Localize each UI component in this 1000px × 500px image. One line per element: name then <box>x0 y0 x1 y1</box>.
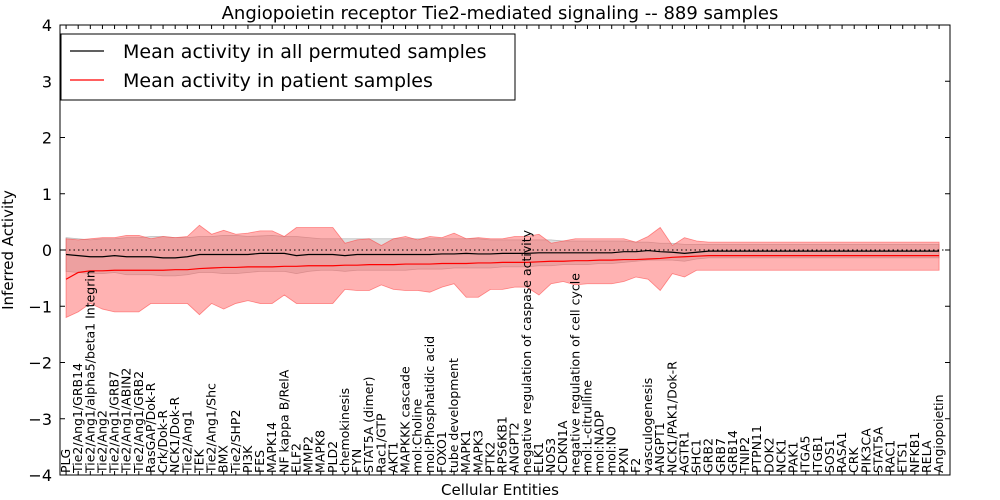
series-lines <box>65 249 940 280</box>
x-category-label: PLD2 <box>325 441 340 473</box>
y-tick-label: −1 <box>28 297 52 316</box>
y-tick-label: −3 <box>28 410 52 429</box>
x-category-label: MAPK8 <box>313 430 328 473</box>
x-category-label: NOS3 <box>543 438 558 473</box>
x-category-label: MAPK14 <box>264 422 279 473</box>
x-category-label: Crk/Dok-R <box>155 410 170 473</box>
legend-label-permuted: Mean activity in all permuted samples <box>123 41 486 63</box>
band-patient <box>65 224 940 319</box>
x-category-label: vasculogenesis <box>640 378 655 473</box>
x-category-label: ITGA5 <box>798 435 813 473</box>
x-category-label: DOK2 <box>761 437 776 473</box>
x-category-label: PXN <box>616 448 631 473</box>
x-category-label: PTK2 <box>482 442 497 473</box>
x-category-label: Angiopoietin <box>931 394 946 473</box>
y-tick-label: 1 <box>42 185 52 204</box>
x-category-label: PI3K <box>240 445 255 473</box>
x-category-label: Tie2/Ang1/GRB7 <box>107 371 122 474</box>
x-category-label: MAPK3 <box>470 430 485 473</box>
x-category-label: CDKN1A <box>555 420 570 473</box>
x-category-label: Tie2/Ang1/alpha5/beta1 Integrin <box>82 270 97 474</box>
x-category-label: F2 <box>628 458 643 473</box>
x-category-label: NCK1/Dok-R <box>167 397 182 473</box>
x-category-label: RPS6KB1 <box>495 416 510 473</box>
y-tick-label: 0 <box>42 241 52 260</box>
x-category-label: Tie2/Ang1/Shc <box>204 383 219 474</box>
category-labels: PLGTie2/Ang1/GRB14Tie2/Ang1/alpha5/beta1… <box>58 229 946 474</box>
y-tick-label: −4 <box>28 466 52 485</box>
x-category-label: MMP2 <box>301 436 316 473</box>
x-category-label: PAK1 <box>786 442 801 473</box>
x-category-label: NFKB1 <box>907 432 922 473</box>
x-category-label: ANGPT1 <box>652 422 667 473</box>
x-category-label: Tie2/Ang1/ABIN2 <box>119 368 134 474</box>
x-category-label: RELA <box>919 440 934 473</box>
x-category-label: GRB2 <box>701 438 716 473</box>
x-category-label: FYN <box>349 449 364 473</box>
x-category-label: MAPKKK cascade <box>398 366 413 473</box>
legend-label-patient: Mean activity in patient samples <box>123 70 433 92</box>
x-category-label: Tie2/Ang1/GRB2 <box>131 371 146 474</box>
x-category-label: chemokinesis <box>337 388 352 473</box>
x-category-label: PIK3CA <box>858 428 873 473</box>
x-category-label: ANGPT2 <box>507 422 522 473</box>
y-tick-label: −2 <box>28 354 52 373</box>
legend: Mean activity in all permuted samples Me… <box>60 33 516 101</box>
y-tick-label: 4 <box>42 16 52 35</box>
x-category-label: SOS1 <box>822 439 837 473</box>
x-category-label: SHC1 <box>689 439 704 473</box>
x-category-label: NF kappa B/RelA <box>276 369 291 473</box>
series-line-permuted <box>66 249 940 259</box>
x-category-label: negative regulation of caspase activity <box>519 229 534 473</box>
x-category-label: CRK <box>846 447 861 473</box>
x-category-label: Tie2/SHP2 <box>228 410 243 474</box>
x-category-label: TNIP2 <box>737 437 752 474</box>
y-axis-label: Inferred Activity <box>0 190 17 310</box>
x-category-label: mol:L-citrulline <box>579 380 594 473</box>
x-category-label: ETS1 <box>895 442 910 473</box>
x-category-label: ELK1 <box>531 442 546 473</box>
x-category-label: NCK1 <box>773 439 788 473</box>
x-category-label: mol:NADP <box>592 410 607 473</box>
x-category-label: Tie2/Ang1/GRB14 <box>70 363 85 474</box>
x-category-label: negative regulation of cell cycle <box>567 273 582 473</box>
x-category-label: mol:Choline <box>410 398 425 473</box>
x-category-label: RASA1 <box>834 432 849 473</box>
x-category-label: Tie2/Ang2 <box>94 410 109 474</box>
x-category-label: FES <box>252 450 267 473</box>
x-category-label: NCK1/PAK1/Dok-R <box>664 361 679 473</box>
x-category-label: STAT5A <box>870 426 885 473</box>
x-category-label: GRB7 <box>713 438 728 473</box>
x-category-label: RAC1 <box>883 440 898 473</box>
x-category-label: ELF2 <box>288 443 303 473</box>
x-category-label: BMX <box>216 445 231 473</box>
x-category-label: mol:NO <box>604 426 619 473</box>
chart-title: Angiopoietin receptor Tie2-mediated sign… <box>222 3 779 24</box>
legend-frame <box>60 33 516 101</box>
x-category-label: STAT5A (dimer) <box>361 377 376 473</box>
x-category-label: RasGAP/Dok-R <box>143 382 158 473</box>
x-category-label: TEK <box>191 448 206 474</box>
x-category-label: Tie2/Ang1 <box>179 410 194 474</box>
x-category-label: GRB14 <box>725 430 740 473</box>
x-category-label: ITGB1 <box>810 435 825 473</box>
x-axis-ticks <box>65 25 940 475</box>
x-category-label: MAPK1 <box>458 430 473 473</box>
x-category-label: PLG <box>58 449 73 473</box>
x-category-label: mol:Phosphatidic acid <box>422 336 437 473</box>
x-category-label: FOXO1 <box>434 431 449 473</box>
x-axis-label: Cellular Entities <box>441 481 559 499</box>
x-category-label: PTPN11 <box>749 425 764 473</box>
y-tick-label: 3 <box>42 72 52 91</box>
y-tick-label: 2 <box>42 129 52 148</box>
x-category-label: Rac1/GTP <box>373 413 388 473</box>
x-category-label: tube development <box>446 358 461 473</box>
x-category-label: AKT1 <box>385 442 400 473</box>
x-category-label: AGTR1 <box>676 431 691 473</box>
y-axis-ticks: −4 −3 −2 −1 0 1 2 3 4 <box>28 16 950 485</box>
series-line-patient <box>65 255 940 280</box>
